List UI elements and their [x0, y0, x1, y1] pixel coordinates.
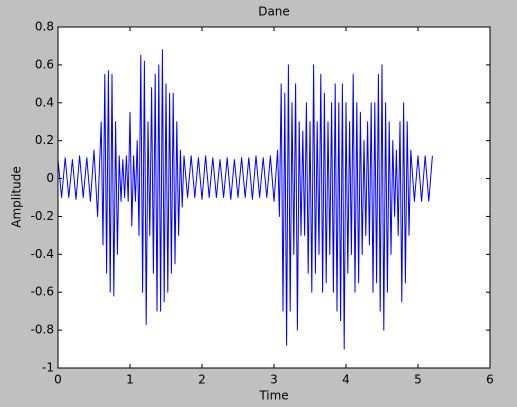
y-tick-label: -0.6: [31, 285, 54, 299]
x-tick-label: 0: [54, 373, 62, 387]
y-tick-label: 0: [46, 171, 54, 185]
x-tick-label: 6: [486, 373, 494, 387]
y-tick-label: -0.2: [31, 209, 54, 223]
y-tick-label: 0.4: [35, 95, 54, 109]
x-tick-label: 2: [198, 373, 206, 387]
x-tick-label: 1: [126, 373, 134, 387]
y-tick-label: -1: [42, 361, 54, 375]
y-tick-label: 0.6: [35, 57, 54, 71]
x-tick-label: 3: [270, 373, 278, 387]
x-tick-label: 5: [414, 373, 422, 387]
y-tick-label: -0.4: [31, 247, 54, 261]
waveform-line: [57, 49, 433, 350]
y-tick-label: -0.8: [31, 323, 54, 337]
chart-title: Dane: [258, 5, 290, 19]
x-axis-label: Time: [258, 389, 288, 403]
x-tick-label: 4: [342, 373, 350, 387]
y-axis-label: Amplitude: [10, 166, 24, 228]
y-tick-label: 0.2: [35, 133, 54, 147]
y-tick-label: 0.8: [35, 20, 54, 34]
